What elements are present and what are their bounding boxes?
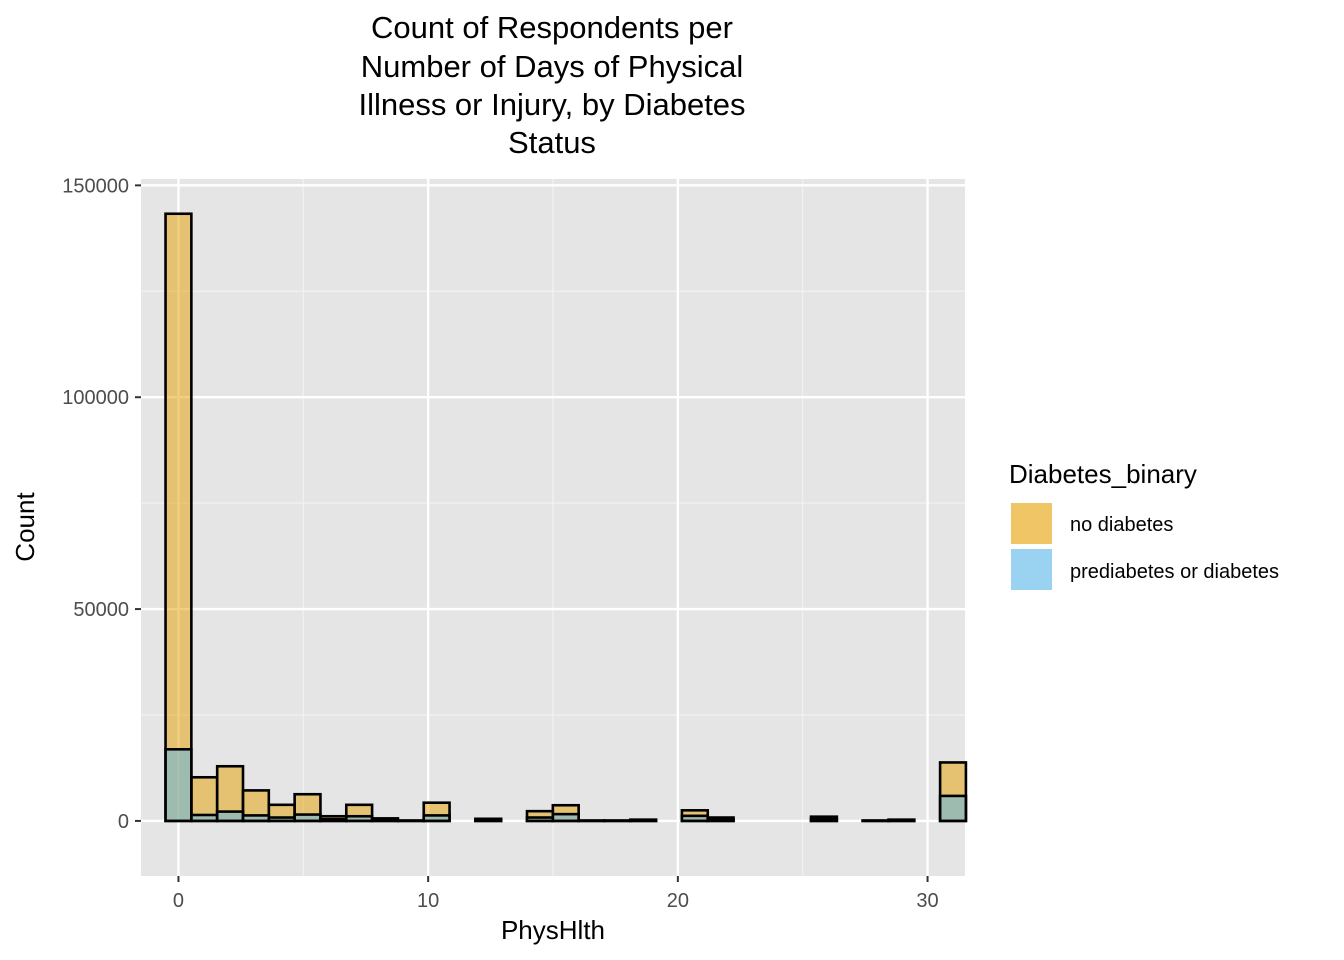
legend-label-prediabetes-or-diabetes: prediabetes or diabetes — [1070, 561, 1279, 583]
legend-key-no-diabetes — [1009, 501, 1054, 546]
legend-label-no-diabetes: no diabetes — [1070, 514, 1173, 536]
series-prediabetes-or-diabetes — [164, 748, 968, 823]
bar — [293, 813, 322, 823]
bar — [680, 814, 710, 823]
y-tick-label: 150000 — [62, 175, 129, 197]
bar — [241, 814, 271, 823]
histogram-bars — [164, 212, 968, 823]
bar — [938, 794, 968, 823]
x-axis-title: PhysHlth — [501, 915, 605, 945]
axes: 0 50000 100000 150000 0 10 20 30 — [62, 175, 938, 912]
x-tick-label: 0 — [173, 890, 184, 912]
chart-title-line-1: Count of Respondents per — [371, 10, 733, 45]
bar — [215, 810, 245, 823]
bar — [319, 817, 348, 823]
bar — [809, 817, 839, 823]
bar — [474, 818, 503, 823]
bar — [164, 748, 193, 823]
bar — [525, 816, 555, 823]
series-no-diabetes — [164, 212, 968, 823]
x-tick-label: 20 — [667, 890, 689, 912]
y-tick-label: 0 — [118, 811, 129, 833]
chart-title: Count of Respondents per Number of Days … — [358, 10, 745, 160]
legend: Diabetes_binary no diabetes prediabetes … — [1009, 459, 1279, 592]
legend-key-prediabetes-or-diabetes — [1009, 547, 1054, 592]
bar — [267, 816, 296, 823]
bar — [164, 212, 193, 823]
x-tick-label: 30 — [916, 890, 938, 912]
x-tick-label: 10 — [417, 890, 439, 912]
bar — [551, 812, 580, 823]
chart-title-line-4: Status — [508, 125, 596, 160]
bar — [370, 818, 400, 823]
bar — [887, 818, 916, 823]
chart-title-line-2: Number of Days of Physical — [361, 49, 743, 84]
bar — [422, 814, 451, 823]
legend-title: Diabetes_binary — [1009, 459, 1197, 489]
chart-title-line-3: Illness or Injury, by Diabetes — [358, 87, 745, 122]
bar — [344, 814, 374, 823]
bar — [190, 813, 219, 823]
bar — [706, 818, 735, 823]
y-tick-label: 100000 — [62, 387, 129, 409]
y-axis-title: Count — [10, 492, 40, 562]
y-tick-label: 50000 — [73, 599, 129, 621]
